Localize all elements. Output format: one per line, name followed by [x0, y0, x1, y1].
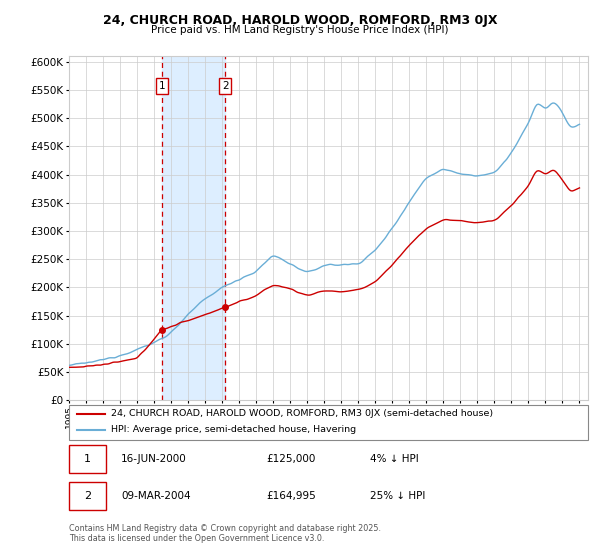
Text: HPI: Average price, semi-detached house, Havering: HPI: Average price, semi-detached house,… — [110, 426, 356, 435]
FancyBboxPatch shape — [69, 482, 106, 510]
Text: £125,000: £125,000 — [266, 454, 316, 464]
FancyBboxPatch shape — [69, 445, 106, 473]
FancyBboxPatch shape — [69, 405, 588, 440]
Text: 24, CHURCH ROAD, HAROLD WOOD, ROMFORD, RM3 0JX (semi-detached house): 24, CHURCH ROAD, HAROLD WOOD, ROMFORD, R… — [110, 409, 493, 418]
Bar — [162, 56, 225, 400]
Text: 2: 2 — [222, 81, 229, 91]
Text: 4% ↓ HPI: 4% ↓ HPI — [370, 454, 419, 464]
Text: Contains HM Land Registry data © Crown copyright and database right 2025.
This d: Contains HM Land Registry data © Crown c… — [69, 524, 381, 543]
Text: £164,995: £164,995 — [266, 491, 316, 501]
Text: 24, CHURCH ROAD, HAROLD WOOD, ROMFORD, RM3 0JX: 24, CHURCH ROAD, HAROLD WOOD, ROMFORD, R… — [103, 14, 497, 27]
Text: 1: 1 — [84, 454, 91, 464]
Text: 2: 2 — [84, 491, 91, 501]
Text: 16-JUN-2000: 16-JUN-2000 — [121, 454, 187, 464]
Text: 1: 1 — [158, 81, 165, 91]
Text: Price paid vs. HM Land Registry's House Price Index (HPI): Price paid vs. HM Land Registry's House … — [151, 25, 449, 35]
Text: 25% ↓ HPI: 25% ↓ HPI — [370, 491, 425, 501]
Text: 09-MAR-2004: 09-MAR-2004 — [121, 491, 191, 501]
